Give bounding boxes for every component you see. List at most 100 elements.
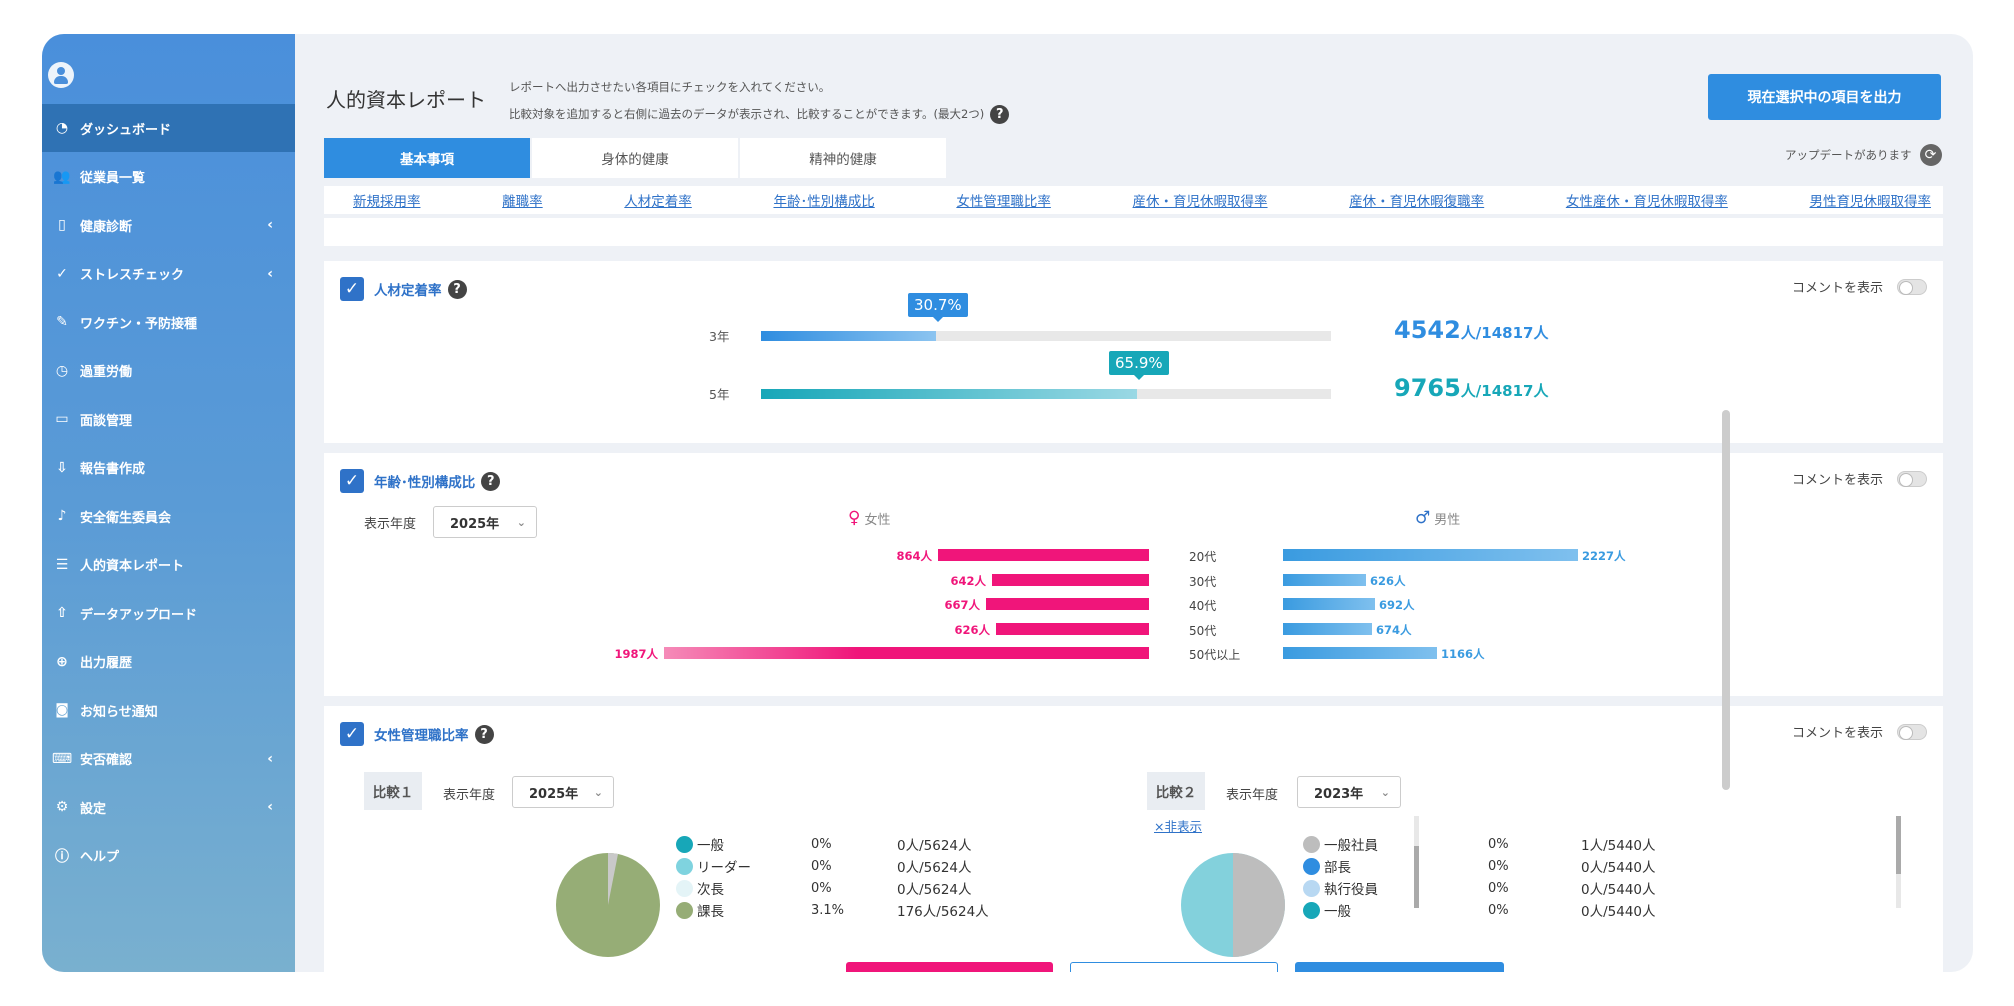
legend-dot — [676, 857, 693, 875]
sidebar-item-12[interactable]: ◙ お知らせ通知 — [42, 686, 295, 734]
legend-row: 執行役員 0% 0人/5440人 — [1303, 877, 1903, 899]
sidebar-item-0[interactable]: ◔ ダッシュボード — [42, 104, 295, 152]
sidebar-item-8[interactable]: ♪ 安全衛生委員会 — [42, 492, 295, 540]
women-mgmt-title: 女性管理職比率 — [374, 728, 469, 744]
tab-basic[interactable]: 基本事項 — [324, 138, 532, 178]
comment-label: コメントを表示 — [1791, 726, 1883, 741]
retention-title: 人材定着率 — [374, 283, 442, 299]
bottom-action-button-1[interactable] — [846, 962, 1053, 972]
page-scrollbar[interactable] — [1722, 410, 1730, 790]
sidebar-item-label: 従業員一覧 — [80, 171, 146, 186]
page-description: レポートへ出力させたい各項目にチェックを入れてください。 比較対象を追加すると右… — [509, 74, 1010, 128]
sidebar-item-6[interactable]: ▭ 面談管理 — [42, 395, 295, 443]
male-icon: ♂ — [1415, 508, 1431, 528]
compare-2-year-select[interactable]: 2023年 ⌄ — [1297, 776, 1401, 808]
tab-bar: 基本事項 身体的健康 精神的健康 — [324, 138, 948, 178]
anchor-link-8[interactable]: 男性育児休暇取得率 — [1809, 194, 1932, 210]
retention-count: 4542人/14817人 — [1394, 316, 1548, 344]
retention-comment-toggle[interactable]: コメントを表示 — [1792, 277, 1927, 296]
age-gender-comment-toggle[interactable]: コメントを表示 — [1792, 469, 1927, 488]
male-bar — [1283, 549, 1578, 561]
compare-1-year-select[interactable]: 2025年 ⌄ — [512, 776, 614, 808]
legend-name: リーダー — [697, 860, 751, 876]
tab-physical-health[interactable]: 身体的健康 — [532, 138, 740, 178]
age-gender-title: 年齢･性別構成比 — [374, 475, 476, 491]
sidebar-item-label: 安否確認 — [80, 753, 133, 768]
legend-percent: 3.1% — [811, 902, 845, 918]
tab-mental-health[interactable]: 精神的健康 — [740, 138, 948, 178]
sidebar-item-14[interactable]: ⚙ 設定 ‹ — [42, 783, 295, 831]
legend-dot — [676, 835, 693, 853]
age-gender-card: ✓ 年齢･性別構成比 ? コメントを表示 表示年度 2025年 ⌄ ♀ 女性 ♂ 男性… — [324, 453, 1943, 696]
compare-1-scrollbar[interactable] — [1414, 816, 1419, 908]
retention-percent: 65.9% — [1115, 354, 1163, 372]
male-value: 692人 — [1379, 598, 1415, 612]
export-selected-button[interactable]: 現在選択中の項目を出力 — [1708, 74, 1941, 120]
toggle-switch[interactable] — [1897, 278, 1927, 295]
year-select[interactable]: 2025年 ⌄ — [433, 506, 537, 538]
help-icon[interactable]: ? — [990, 105, 1010, 124]
legend-row: 課長 3.1% 176人/5624人 — [676, 899, 1276, 921]
compare-1-pie-chart — [556, 853, 660, 957]
retention-track — [761, 331, 1331, 341]
desc-line-1: レポートへ出力させたい各項目にチェックを入れてください。 — [509, 80, 831, 94]
user-avatar-icon[interactable] — [48, 62, 74, 88]
male-value: 2227人 — [1582, 549, 1626, 563]
refresh-icon[interactable]: ⟳ — [1919, 144, 1942, 166]
scroll-thumb[interactable] — [1414, 846, 1419, 908]
anchor-link-4[interactable]: 女性管理職比率 — [956, 194, 1051, 210]
anchor-link-2[interactable]: 人材定着率 — [624, 194, 692, 210]
legend-name: 一般 — [1324, 904, 1351, 920]
retention-count-unit: 人/14817人 — [1460, 324, 1549, 342]
sidebar-item-15[interactable]: ⓘ ヘルプ — [42, 832, 295, 880]
compare-2-scrollbar[interactable] — [1896, 816, 1901, 908]
scroll-thumb[interactable] — [1896, 816, 1901, 874]
sidebar-item-2[interactable]: ▯ 健康診断 ‹ — [42, 201, 295, 249]
age-gender-help-icon[interactable]: ? — [481, 471, 501, 491]
retention-checkbox[interactable]: ✓ — [340, 277, 364, 301]
sidebar-item-4[interactable]: ✎ ワクチン・予防接種 — [42, 298, 295, 346]
sidebar-item-5[interactable]: ◷ 過重労働 — [42, 347, 295, 395]
women-mgmt-help-icon[interactable]: ? — [474, 724, 494, 744]
sidebar-item-label: ワクチン・予防接種 — [80, 316, 198, 332]
anchor-link-0[interactable]: 新規採用率 — [353, 194, 421, 210]
male-bar — [1283, 573, 1366, 586]
legend-dot — [1303, 835, 1320, 853]
legend-row: 次長 0% 0人/5624人 — [676, 877, 1276, 899]
legend-name: 次長 — [697, 882, 724, 898]
report-icon: ☰ — [55, 556, 69, 573]
toggle-switch[interactable] — [1897, 470, 1927, 487]
anchor-link-6[interactable]: 産休・育児休暇復職率 — [1349, 194, 1485, 210]
bottom-action-button-2[interactable] — [1070, 962, 1278, 972]
sidebar-item-label: ヘルプ — [80, 850, 120, 865]
age-gender-checkbox[interactable]: ✓ — [340, 469, 364, 493]
hide-compare-link[interactable]: ×非表示 — [1154, 819, 1202, 834]
women-mgmt-checkbox[interactable]: ✓ — [340, 722, 364, 746]
anchor-link-1[interactable]: 離職率 — [502, 194, 543, 210]
compare-2-year-label: 表示年度 — [1226, 788, 1279, 803]
toggle-switch[interactable] — [1897, 723, 1927, 740]
legend-count: 0人/5624人 — [897, 882, 972, 898]
sidebar-item-3[interactable]: ✓ ストレスチェック ‹ — [42, 250, 295, 298]
anchor-link-7[interactable]: 女性産休・育児休暇取得率 — [1565, 194, 1728, 210]
female-value: 626人 — [954, 622, 990, 637]
anchor-link-5[interactable]: 産休・育児休暇取得率 — [1132, 194, 1268, 210]
gear-icon: ⚙ — [55, 799, 69, 815]
women-mgmt-comment-toggle[interactable]: コメントを表示 — [1792, 722, 1927, 741]
legend-percent: 0% — [811, 858, 832, 874]
sidebar-item-7[interactable]: ⇩ 報告書作成 — [42, 444, 295, 492]
sidebar-item-1[interactable]: 👥 従業員一覧 — [42, 153, 295, 201]
clock-icon: ◷ — [55, 362, 69, 379]
sidebar-item-11[interactable]: ⊕ 出力履歴 — [42, 638, 295, 686]
legend-percent: 0% — [1488, 880, 1509, 896]
bottom-action-button-3[interactable] — [1295, 962, 1504, 972]
sidebar-item-13[interactable]: ⌨ 安否確認 ‹ — [42, 735, 295, 783]
sidebar-item-10[interactable]: ⇧ データアップロード — [42, 589, 295, 637]
legend-name: 部長 — [1324, 860, 1351, 876]
sidebar-item-9[interactable]: ☰ 人的資本レポート — [42, 541, 295, 589]
anchor-link-3[interactable]: 年齢･性別構成比 — [773, 194, 875, 210]
keyboard-icon: ⌨ — [51, 750, 73, 767]
section-anchor-nav: 新規採用率 離職率 人材定着率 年齢･性別構成比 女性管理職比率 産休・育児休暇取得率 産休… — [324, 186, 1943, 214]
retention-help-icon[interactable]: ? — [447, 279, 467, 299]
male-label: 男性 — [1434, 512, 1461, 528]
